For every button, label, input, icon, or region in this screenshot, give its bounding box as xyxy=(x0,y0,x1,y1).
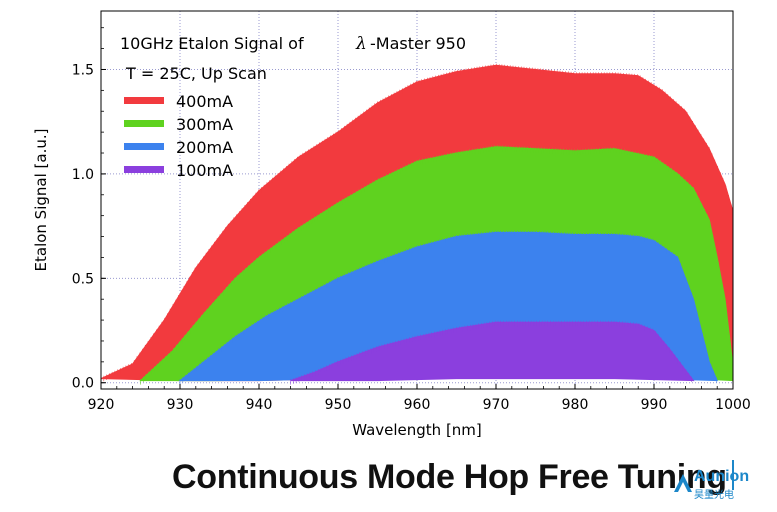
logo-mark-icon xyxy=(674,474,692,492)
company-logo: Aunion 昊量光电 xyxy=(672,460,772,508)
legend-swatch-200mA xyxy=(124,143,164,150)
series-band-100mA xyxy=(290,321,695,382)
series-fringe-300mA xyxy=(140,145,733,385)
chart-title-line1b: -Master 950 xyxy=(370,34,466,53)
legend-label-300mA: 300mA xyxy=(176,115,233,134)
slide-title: Continuous Mode Hop Free Tuning xyxy=(172,458,727,496)
series-fringe-100mA xyxy=(290,320,692,385)
legend-swatch-100mA xyxy=(124,166,164,173)
logo-divider xyxy=(732,460,734,490)
y-tick-label: 0.0 xyxy=(72,376,94,392)
legend-swatch-400mA xyxy=(124,97,164,104)
chart-title-line2: T = 25C, Up Scan xyxy=(125,64,267,83)
series-fringe-200mA xyxy=(179,230,717,385)
etalon-chart: 920 930 940 950 960 970 980 990 1000 0.0 0.5 1.0 1.5… xyxy=(32,10,751,439)
y-tick-label: 0.5 xyxy=(72,271,94,287)
chart-title-line1: 10GHz Etalon Signal of xyxy=(120,34,304,53)
x-tick-label: 1000 xyxy=(715,397,751,413)
x-axis-label: Wavelength [nm] xyxy=(352,421,482,439)
x-tick-label: 970 xyxy=(483,397,510,413)
logo-text: Aunion xyxy=(694,468,750,485)
x-tick-label: 920 xyxy=(88,397,115,413)
x-tick-label: 950 xyxy=(325,397,352,413)
chart-title-symbol: λ xyxy=(355,34,367,54)
legend-label-100mA: 100mA xyxy=(176,161,233,180)
legend-swatch-300mA xyxy=(124,120,164,127)
logo-subtext: 昊量光电 xyxy=(694,490,734,501)
x-tick-label: 980 xyxy=(562,397,589,413)
x-tick-label: 940 xyxy=(246,397,273,413)
y-tick-label: 1.5 xyxy=(72,62,94,78)
x-tick-label: 990 xyxy=(641,397,668,413)
y-tick-label: 1.0 xyxy=(72,167,94,183)
y-axis-label: Etalon Signal [a.u.] xyxy=(32,129,50,272)
legend-label-200mA: 200mA xyxy=(176,138,233,157)
legend-label-400mA: 400mA xyxy=(176,92,233,111)
x-tick-label: 960 xyxy=(404,397,431,413)
x-tick-label: 930 xyxy=(167,397,194,413)
